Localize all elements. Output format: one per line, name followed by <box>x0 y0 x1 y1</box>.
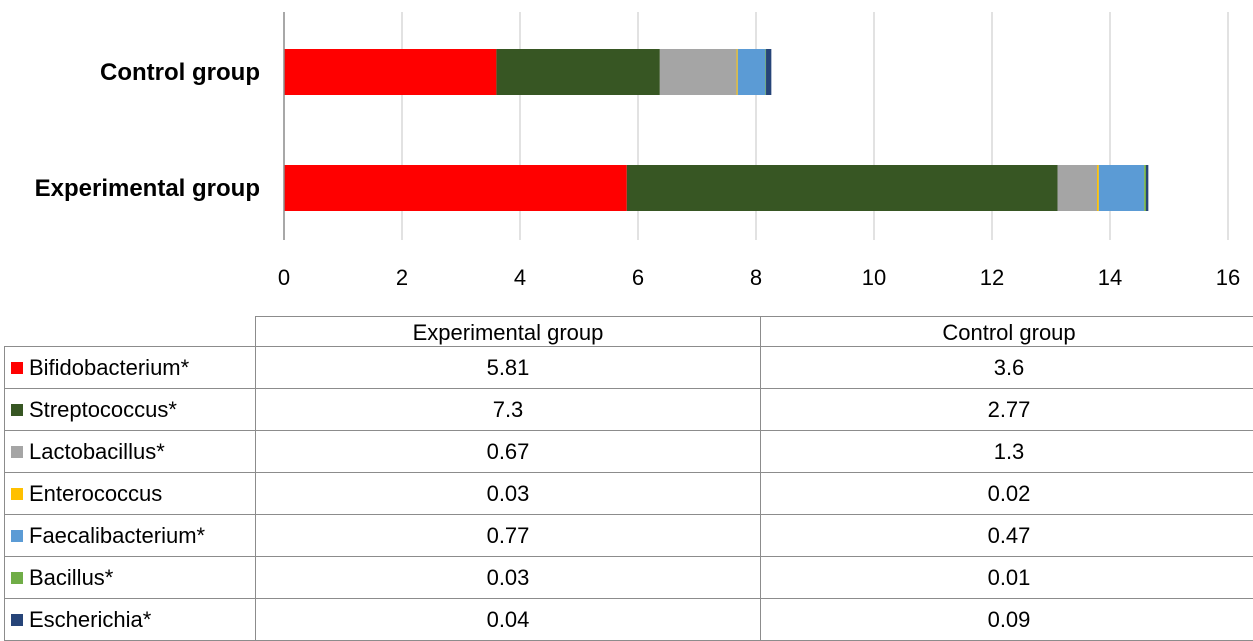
x-tick-label: 14 <box>1098 265 1122 290</box>
bar-segment-bifidobacterium-experimental-group <box>284 165 627 211</box>
bar-segment-bacillus-control-group <box>765 49 766 95</box>
experimental-value-cell: 0.67 <box>256 431 761 473</box>
x-tick-label: 4 <box>514 265 526 290</box>
row-label-cell: Bacillus* <box>5 557 256 599</box>
bar-segment-escherichia-control-group <box>766 49 771 95</box>
stacked-bar-chart: 0 2 4 6 8 10 12 14 16 Control group Experimental … <box>0 0 1253 310</box>
column-header-experimental: Experimental group <box>256 317 761 347</box>
experimental-value-cell: 7.3 <box>256 389 761 431</box>
x-tick-label: 6 <box>632 265 644 290</box>
bar-segment-enterococcus-control-group <box>737 49 738 95</box>
bar-segment-enterococcus-experimental-group <box>1097 165 1099 211</box>
control-value-cell: 0.01 <box>761 557 1253 599</box>
x-tick-labels: 0 2 4 6 8 10 12 14 16 <box>278 265 1240 290</box>
category-label: Control group <box>100 59 260 86</box>
experimental-value-cell: 0.77 <box>256 515 761 557</box>
legend-swatch <box>11 488 23 500</box>
row-label: Faecalibacterium* <box>29 523 205 548</box>
experimental-value-cell: 0.04 <box>256 599 761 641</box>
row-label-cell: Enterococcus <box>5 473 256 515</box>
bar-segment-bifidobacterium-control-group <box>284 49 496 95</box>
experimental-value-cell: 5.81 <box>256 347 761 389</box>
row-label-cell: Escherichia* <box>5 599 256 641</box>
table-header-row: Experimental group Control group <box>5 317 1253 347</box>
bar-segment-streptococcus-experimental-group <box>627 165 1058 211</box>
row-label: Bifidobacterium* <box>29 355 189 380</box>
row-label-cell: Lactobacillus* <box>5 431 256 473</box>
legend-swatch <box>11 572 23 584</box>
row-label: Streptococcus* <box>29 397 177 422</box>
x-tick-label: 2 <box>396 265 408 290</box>
table-corner-cell <box>5 317 256 347</box>
row-label-cell: Streptococcus* <box>5 389 256 431</box>
row-label: Bacillus* <box>29 565 113 590</box>
row-label: Enterococcus <box>29 481 162 506</box>
legend-swatch <box>11 404 23 416</box>
bar-segment-bacillus-experimental-group <box>1144 165 1146 211</box>
experimental-value-cell: 0.03 <box>256 557 761 599</box>
bar-segment-streptococcus-control-group <box>496 49 659 95</box>
bar-segment-faecalibacterium-experimental-group <box>1099 165 1144 211</box>
bars <box>284 49 1148 211</box>
experimental-value-cell: 0.03 <box>256 473 761 515</box>
bar-segment-faecalibacterium-control-group <box>738 49 766 95</box>
x-tick-label: 16 <box>1216 265 1240 290</box>
legend-swatch <box>11 362 23 374</box>
data-table: Experimental group Control group Bifidob… <box>4 316 1253 641</box>
bar-segment-lactobacillus-experimental-group <box>1057 165 1097 211</box>
legend-swatch <box>11 446 23 458</box>
x-tick-label: 0 <box>278 265 290 290</box>
x-tick-label: 12 <box>980 265 1004 290</box>
row-label: Escherichia* <box>29 607 151 632</box>
row-label-cell: Faecalibacterium* <box>5 515 256 557</box>
bar-segment-lactobacillus-control-group <box>660 49 737 95</box>
bar-segment-escherichia-experimental-group <box>1146 165 1148 211</box>
legend-swatch <box>11 530 23 542</box>
control-value-cell: 0.02 <box>761 473 1253 515</box>
legend-swatch <box>11 614 23 626</box>
x-tick-label: 10 <box>862 265 886 290</box>
control-value-cell: 0.47 <box>761 515 1253 557</box>
row-label-cell: Bifidobacterium* <box>5 347 256 389</box>
category-label: Experimental group <box>35 175 260 202</box>
control-value-cell: 1.3 <box>761 431 1253 473</box>
row-label: Lactobacillus* <box>29 439 165 464</box>
control-value-cell: 2.77 <box>761 389 1253 431</box>
category-labels: Control group Experimental group <box>35 59 260 202</box>
x-tick-label: 8 <box>750 265 762 290</box>
column-header-control: Control group <box>761 317 1253 347</box>
control-value-cell: 3.6 <box>761 347 1253 389</box>
control-value-cell: 0.09 <box>761 599 1253 641</box>
